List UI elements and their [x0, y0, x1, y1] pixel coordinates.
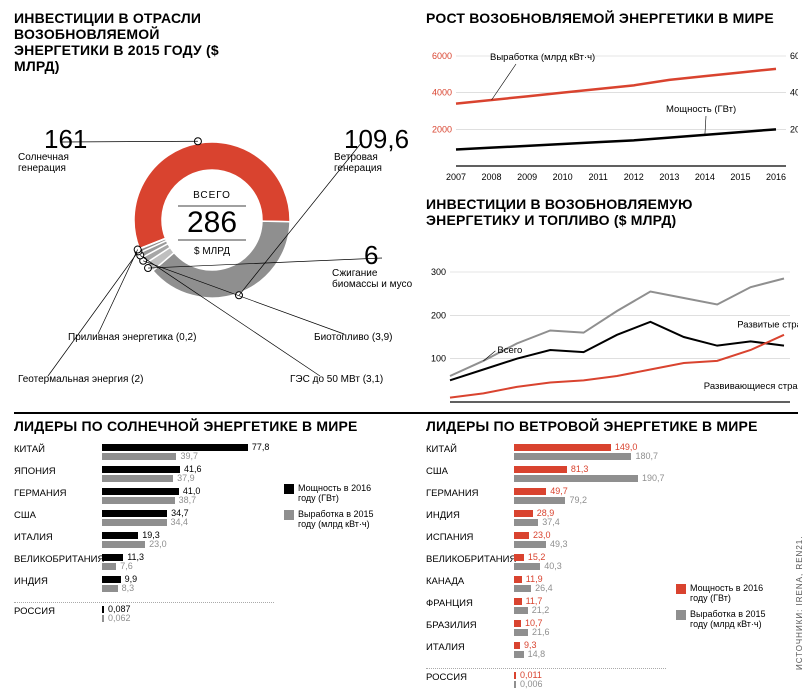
invest-svg: 1002003002005200620072008200920102011201…	[426, 228, 798, 404]
wind-leaders-panel: ЛИДЕРЫ ПО ВЕТРОВОЙ ЭНЕРГЕТИКЕ В МИРЕ КИТ…	[426, 418, 798, 668]
table-row: ИНДИЯ9,98,3	[14, 576, 274, 598]
svg-text:109,6: 109,6	[344, 124, 409, 154]
svg-text:2015: 2015	[730, 172, 750, 182]
svg-text:2000: 2000	[790, 124, 798, 134]
solar-leaders-panel: ЛИДЕРЫ ПО СОЛНЕЧНОЙ ЭНЕРГЕТИКЕ В МИРЕ КИ…	[14, 418, 412, 668]
invest-title: ИНВЕСТИЦИИ В ВОЗОБНОВЛЯЕМУЮ ЭНЕРГЕТИКУ И…	[426, 196, 766, 228]
table-row: ИТАЛИЯ19,323,0	[14, 532, 274, 554]
svg-text:2010: 2010	[553, 172, 573, 182]
svg-text:Приливная энергетика (0,2): Приливная энергетика (0,2)	[68, 332, 196, 343]
svg-text:Развивающиеся страны: Развивающиеся страны	[704, 381, 798, 392]
wind-title: ЛИДЕРЫ ПО ВЕТРОВОЙ ЭНЕРГЕТИКЕ В МИРЕ	[426, 418, 798, 434]
svg-text:2009: 2009	[517, 172, 537, 182]
country-label: ЯПОНИЯ	[14, 466, 102, 477]
invest-chart-panel: ИНВЕСТИЦИИ В ВОЗОБНОВЛЯЕМУЮ ЭНЕРГЕТИКУ И…	[426, 196, 798, 406]
svg-text:2013: 2013	[659, 172, 679, 182]
table-row-russia: РОССИЯ0,0110,006	[426, 668, 666, 692]
table-row: КИТАЙ149,0180,7	[426, 444, 666, 466]
country-label: ФРАНЦИЯ	[426, 598, 514, 609]
table-row: ГЕРМАНИЯ41,038,7	[14, 488, 274, 510]
legend-item: Мощность в 2016 году (ГВт)	[676, 584, 786, 604]
table-row: ЯПОНИЯ41,637,9	[14, 466, 274, 488]
country-label: ВЕЛИКОБРИТАНИЯ	[14, 554, 102, 565]
svg-text:161: 161	[44, 124, 87, 154]
svg-text:Солнечная: Солнечная	[18, 152, 69, 163]
legend-item: Выработка в 2015 году (млрд кВт·ч)	[284, 510, 404, 530]
country-label: ГЕРМАНИЯ	[14, 488, 102, 499]
svg-text:2011: 2011	[589, 172, 608, 182]
svg-text:биомассы и мусора: биомассы и мусора	[332, 278, 412, 290]
svg-text:Геотермальная энергия (2): Геотермальная энергия (2)	[18, 374, 143, 385]
svg-text:2014: 2014	[695, 172, 715, 182]
svg-text:2000: 2000	[432, 124, 452, 134]
country-label: ИСПАНИЯ	[426, 532, 514, 543]
country-label: ИТАЛИЯ	[426, 642, 514, 653]
wind-bar-chart: КИТАЙ149,0180,7США81,3190,7ГЕРМАНИЯ49,77…	[426, 444, 666, 692]
svg-text:2016: 2016	[766, 172, 786, 182]
table-row: ИНДИЯ28,937,4	[426, 510, 666, 532]
svg-text:6000: 6000	[790, 51, 798, 61]
country-label: КАНАДА	[426, 576, 514, 587]
table-row: США81,3190,7	[426, 466, 666, 488]
svg-text:Выработка (млрд кВт·ч): Выработка (млрд кВт·ч)	[490, 52, 595, 63]
donut-svg: ВСЕГО286$ МЛРД161Солнечнаягенерация109,6…	[14, 10, 412, 390]
svg-text:4000: 4000	[432, 88, 452, 98]
source-credit: ИСТОЧНИКИ: IRENA, REN21.	[795, 420, 807, 670]
svg-text:2007: 2007	[446, 172, 466, 182]
svg-text:ГЭС до 50 МВт (3,1): ГЭС до 50 МВт (3,1)	[290, 374, 383, 385]
solar-bar-chart: КИТАЙ77,839,7ЯПОНИЯ41,637,9ГЕРМАНИЯ41,03…	[14, 444, 274, 626]
svg-text:2012: 2012	[624, 172, 644, 182]
svg-text:286: 286	[187, 206, 237, 239]
country-label: ВЕЛИКОБРИТАНИЯ	[426, 554, 514, 565]
svg-text:Всего: Всего	[497, 345, 522, 356]
table-row: КАНАДА11,926,4	[426, 576, 666, 598]
svg-text:100: 100	[431, 354, 446, 364]
legend-item: Выработка в 2015 году (млрд кВт·ч)	[676, 610, 786, 630]
wind-legend: Мощность в 2016 году (ГВт) Выработка в 20…	[676, 584, 786, 636]
solar-legend: Мощность в 2016 году (ГВт) Выработка в 20…	[284, 484, 404, 536]
country-label: ИТАЛИЯ	[14, 532, 102, 543]
svg-text:6: 6	[364, 240, 378, 270]
country-label: ГЕРМАНИЯ	[426, 488, 514, 499]
country-label: КИТАЙ	[14, 444, 102, 455]
svg-text:$ МЛРД: $ МЛРД	[194, 246, 230, 257]
svg-text:Мощность (ГВт): Мощность (ГВт)	[666, 104, 736, 115]
svg-text:генерация: генерация	[18, 163, 66, 174]
svg-text:2008: 2008	[482, 172, 502, 182]
solar-title: ЛИДЕРЫ ПО СОЛНЕЧНОЙ ЭНЕРГЕТИКЕ В МИРЕ	[14, 418, 412, 434]
country-label: ИНДИЯ	[14, 576, 102, 587]
svg-text:4000: 4000	[790, 88, 798, 98]
country-label: ИНДИЯ	[426, 510, 514, 521]
svg-text:генерация: генерация	[334, 163, 382, 174]
table-row: ВЕЛИКОБРИТАНИЯ15,240,3	[426, 554, 666, 576]
svg-text:200: 200	[431, 311, 446, 321]
table-row: ИТАЛИЯ9,314,8	[426, 642, 666, 664]
svg-text:Биотопливо (3,9): Биотопливо (3,9)	[314, 332, 392, 343]
svg-text:Развитые страны: Развитые страны	[737, 320, 798, 331]
growth-chart-panel: РОСТ ВОЗОБНОВЛЯЕМОЙ ЭНЕРГЕТИКИ В МИРЕ 20…	[426, 10, 798, 186]
table-row: ИСПАНИЯ23,049,3	[426, 532, 666, 554]
legend-item: Мощность в 2016 году (ГВт)	[284, 484, 404, 504]
growth-title: РОСТ ВОЗОБНОВЛЯЕМОЙ ЭНЕРГЕТИКИ В МИРЕ	[426, 10, 798, 26]
country-label: США	[426, 466, 514, 477]
table-row-russia: РОССИЯ0,0870,062	[14, 602, 274, 626]
svg-text:300: 300	[431, 267, 446, 277]
table-row: ФРАНЦИЯ11,721,2	[426, 598, 666, 620]
svg-text:6000: 6000	[432, 51, 452, 61]
svg-text:ВСЕГО: ВСЕГО	[193, 190, 231, 201]
table-row: ГЕРМАНИЯ49,779,2	[426, 488, 666, 510]
investment-donut-panel: ИНВЕСТИЦИИ В ОТРАСЛИ ВОЗОБНОВЛЯЕМОЙ ЭНЕР…	[14, 10, 412, 390]
svg-text:Ветровая: Ветровая	[334, 152, 378, 163]
table-row: КИТАЙ77,839,7	[14, 444, 274, 466]
growth-svg: 2000 2000 4000 4000 6000 6000 2007 2008 2009 2010…	[426, 26, 798, 182]
svg-text:Сжигание: Сжигание	[332, 268, 378, 279]
table-row: ВЕЛИКОБРИТАНИЯ11,37,6	[14, 554, 274, 576]
country-label: США	[14, 510, 102, 521]
country-label: КИТАЙ	[426, 444, 514, 455]
table-row: США34,734,4	[14, 510, 274, 532]
table-row: БРАЗИЛИЯ10,721,6	[426, 620, 666, 642]
country-label: БРАЗИЛИЯ	[426, 620, 514, 631]
divider	[14, 412, 798, 414]
